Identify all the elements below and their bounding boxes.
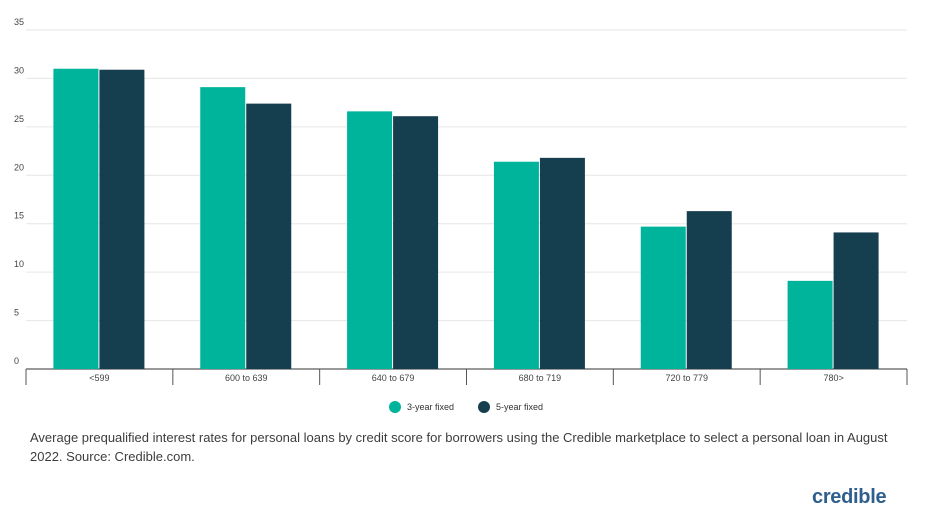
bar-3-year-0	[53, 68, 99, 369]
x-tick-label-3: 680 to 719	[519, 373, 562, 383]
y-tick-label-25: 25	[14, 114, 24, 124]
bar-5-year-3	[539, 157, 585, 369]
y-tick-label-35: 35	[14, 17, 24, 27]
bar-5-year-2	[393, 116, 439, 370]
legend-item-3-year: 3-year fixed	[388, 401, 454, 413]
x-tick-label-1: 600 to 639	[225, 373, 268, 383]
x-tick-label-2: 640 to 679	[372, 373, 415, 383]
credible-logo: credible	[812, 486, 887, 508]
y-tick-label-5: 5	[14, 308, 19, 318]
y-tick-label-30: 30	[14, 65, 24, 75]
x-tick-label-0: <599	[89, 373, 109, 383]
x-tick-label-5: 780>	[823, 373, 843, 383]
legend-label-5-year: 5-year fixed	[496, 402, 544, 412]
bar-3-year-5	[787, 280, 833, 369]
y-tick-label-20: 20	[14, 162, 24, 172]
bar-chart: 0 5 10 15 20 25 30 35 <599 600 to 639 640 to 679 68…	[14, 17, 908, 385]
bar-3-year-4	[640, 226, 686, 369]
legend-label-3-year: 3-year fixed	[406, 402, 454, 412]
bar-3-year-3	[493, 161, 539, 369]
bar-5-year-1	[246, 103, 292, 370]
bar-3-year-1	[200, 87, 246, 369]
legend-item-5-year: 5-year fixed	[478, 401, 543, 413]
chart-caption: Average prequalified interest rates for …	[30, 430, 888, 464]
bar-5-year-4	[686, 211, 732, 369]
y-tick-label-15: 15	[14, 211, 24, 221]
legend-swatch-3-year	[388, 401, 401, 413]
y-tick-label-0: 0	[14, 356, 19, 366]
y-tick-label-10: 10	[14, 259, 24, 269]
chart-legend: 3-year fixed 5-year fixed	[0, 401, 932, 413]
legend-swatch-5-year	[478, 401, 490, 413]
bar-3-year-2	[347, 111, 393, 370]
bar-5-year-5	[833, 232, 879, 369]
x-tick-label-4: 720 to 779	[665, 373, 708, 383]
bar-5-year-0	[99, 69, 145, 369]
